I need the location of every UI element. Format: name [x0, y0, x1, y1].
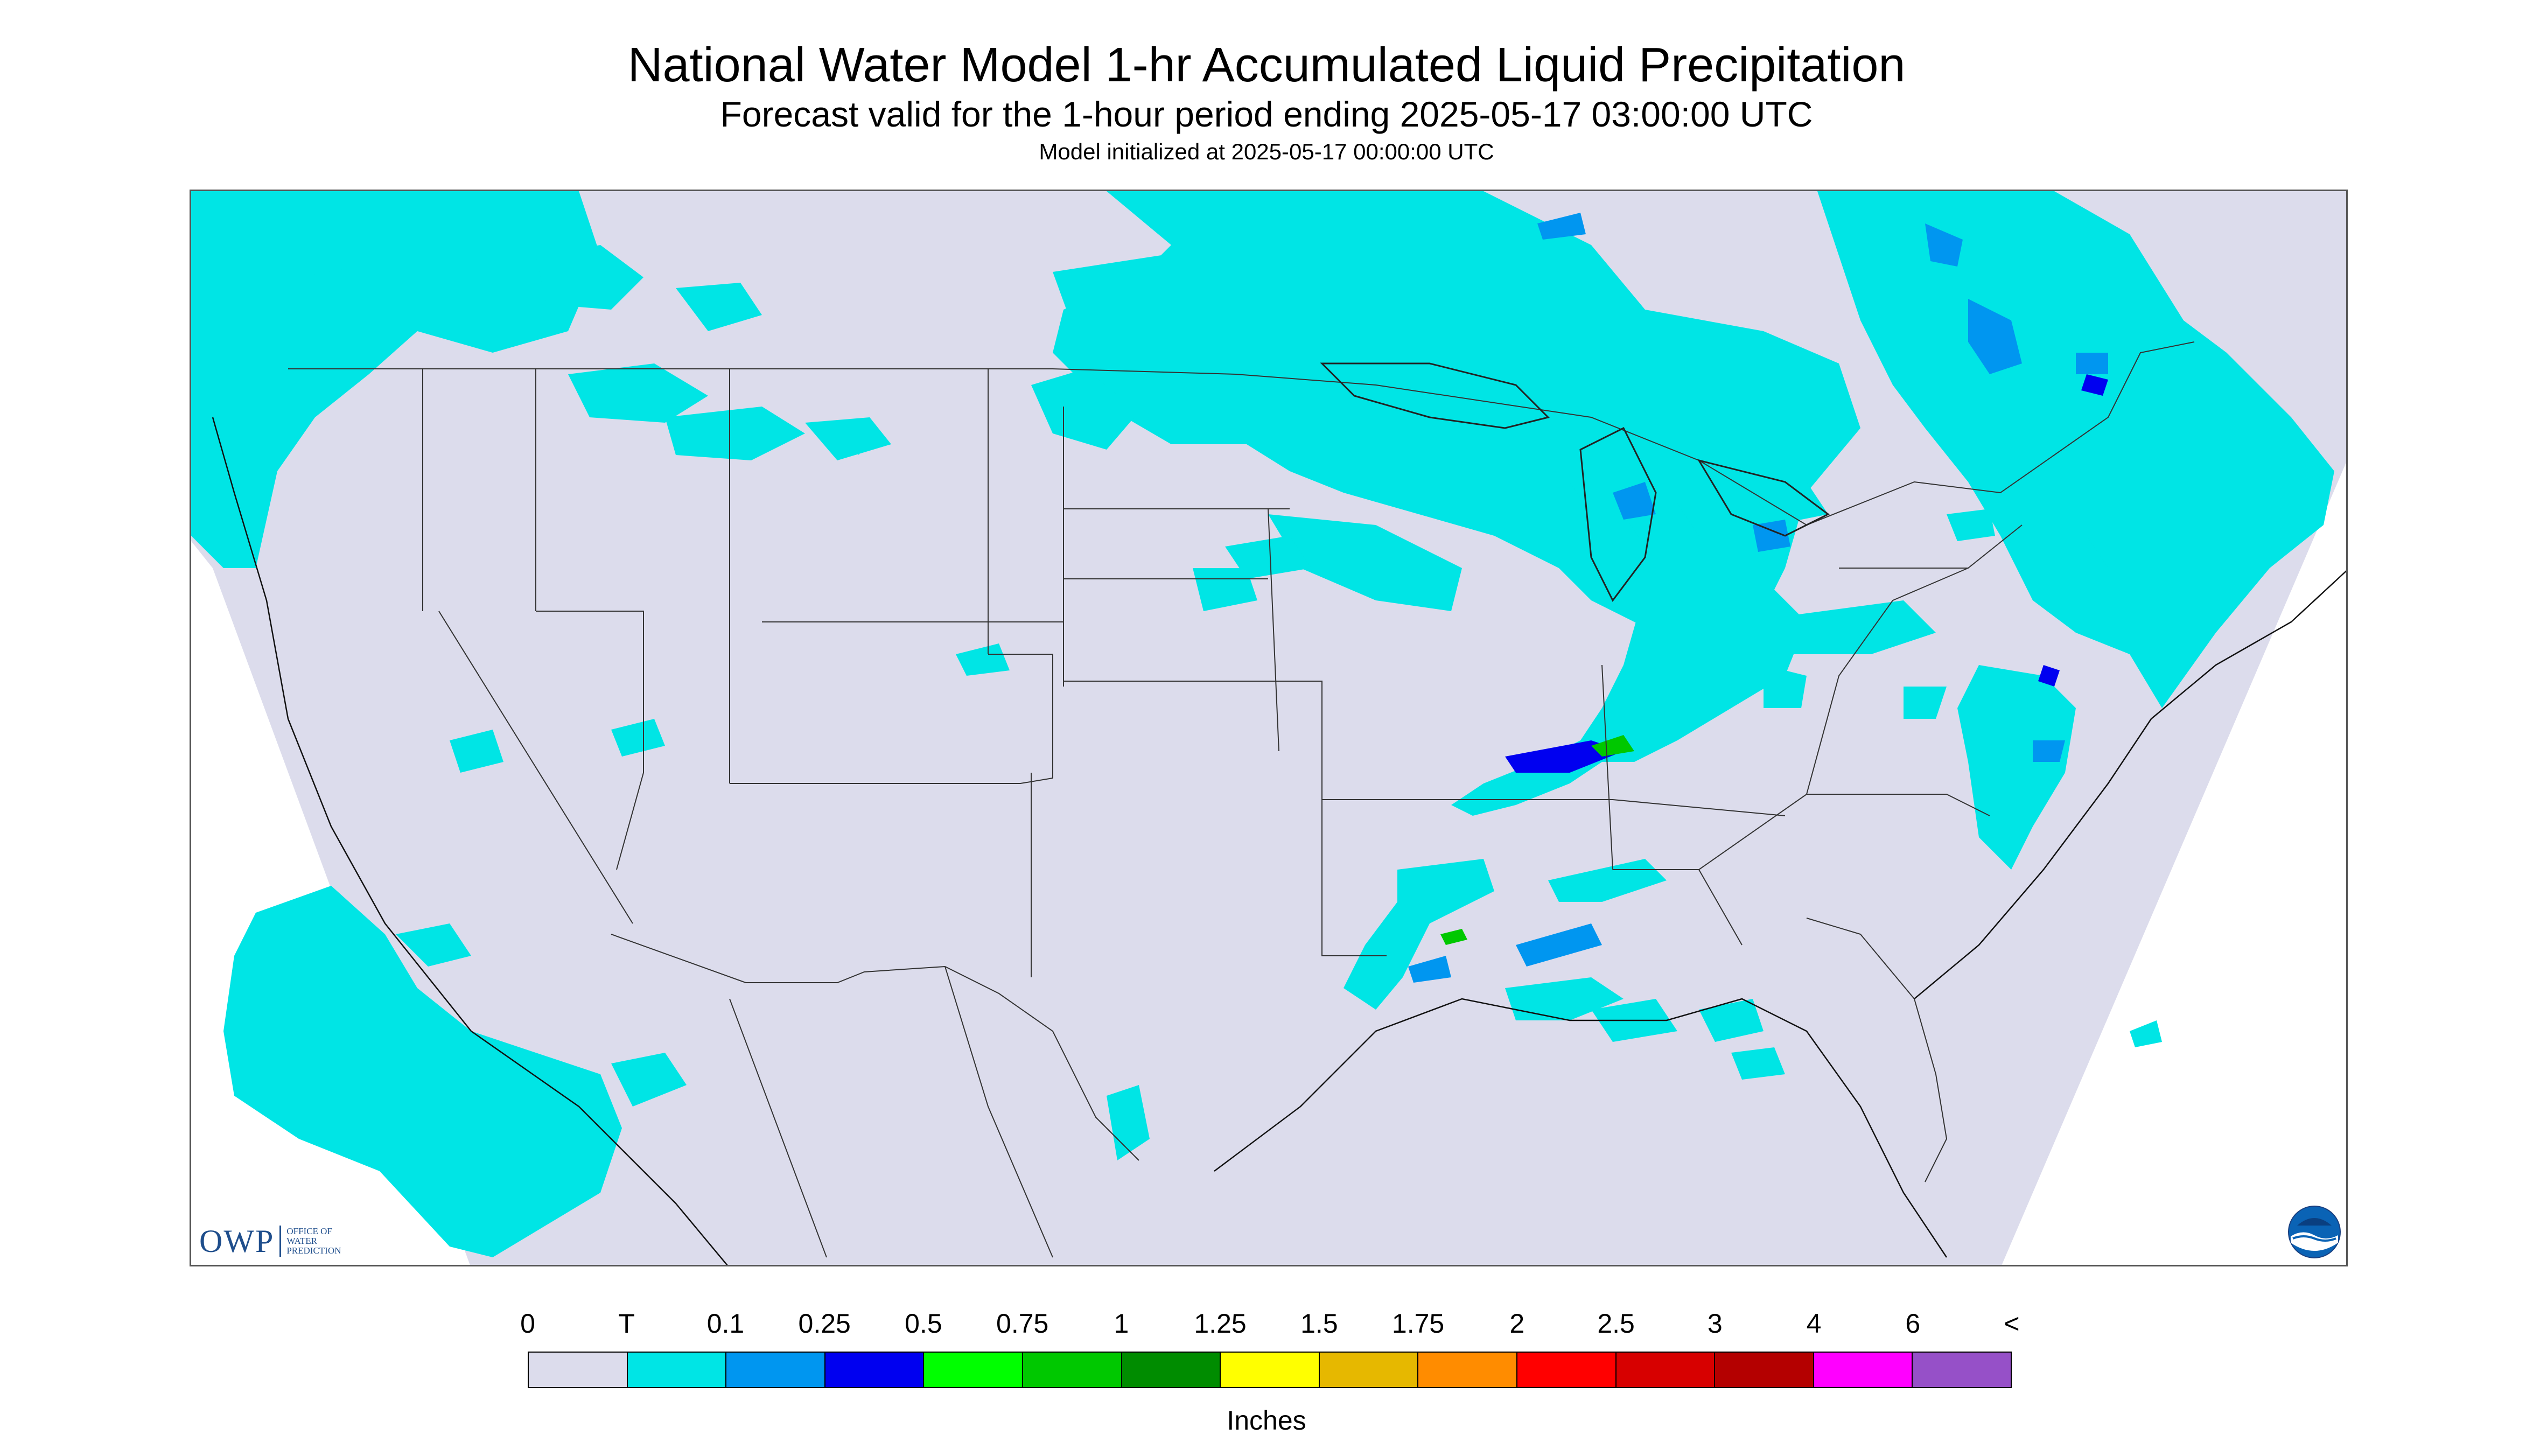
legend-swatch — [1517, 1353, 1617, 1387]
legend-swatch — [726, 1353, 825, 1387]
boundary-lines — [288, 341, 2195, 1258]
great-lakes-outline — [1320, 362, 1830, 602]
legend-label: 1.25 — [1194, 1308, 1247, 1339]
legend-label: < — [2004, 1308, 2020, 1339]
legend-label: 6 — [1905, 1308, 1921, 1339]
owp-logo: OWP OFFICE OF WATER PREDICTION — [199, 1222, 341, 1260]
map-panel — [190, 190, 2348, 1266]
legend-label: 1.75 — [1391, 1308, 1445, 1339]
legend-label: 4 — [1806, 1308, 1822, 1339]
model-init-time: Model initialized at 2025-05-17 00:00:00… — [1039, 139, 1494, 164]
legend-label: 0.75 — [996, 1308, 1049, 1339]
legend-swatch — [825, 1353, 925, 1387]
map-subtitle: Forecast valid for the 1-hour period end… — [720, 94, 1813, 134]
legend-colorbar — [528, 1352, 2012, 1388]
legend-swatch — [1023, 1353, 1122, 1387]
coastline-lines — [212, 417, 2346, 1265]
legend-swatch — [1122, 1353, 1221, 1387]
legend-swatch — [529, 1353, 628, 1387]
noaa-logo-icon — [2288, 1206, 2341, 1258]
legend-swatch — [1616, 1353, 1716, 1387]
map-title: National Water Model 1-hr Accumulated Li… — [627, 38, 1906, 92]
legend-label: 0.5 — [905, 1308, 942, 1339]
legend-swatch — [1221, 1353, 1320, 1387]
precip-light-blue-areas — [1408, 213, 2108, 983]
owp-logo-line: WATER — [286, 1236, 318, 1246]
legend-label: 0.25 — [798, 1308, 851, 1339]
precip-trace-areas — [191, 191, 2334, 1257]
legend-swatch — [924, 1353, 1023, 1387]
legend-swatch — [1319, 1353, 1419, 1387]
legend-labels: 0 T 0.1 0.25 0.5 0.75 1 1.25 1.5 1.75 2 … — [0, 1307, 2533, 1340]
legend-units: Inches — [1227, 1405, 1306, 1436]
legend-swatch — [1715, 1353, 1814, 1387]
canada-us-border — [288, 341, 2195, 526]
legend-label: 2 — [1509, 1308, 1525, 1339]
legend-swatch — [1913, 1353, 2011, 1387]
legend-swatch — [627, 1353, 727, 1387]
legend-label: 1.5 — [1300, 1308, 1338, 1339]
owp-logo-divider — [279, 1226, 282, 1257]
legend-label: 2.5 — [1597, 1308, 1635, 1339]
owp-logo-line: OFFICE OF — [286, 1226, 332, 1236]
legend-label: 0 — [520, 1308, 535, 1339]
legend-label: 3 — [1707, 1308, 1723, 1339]
owp-logo-line: PREDICTION — [286, 1245, 341, 1256]
owp-logo-subtitle: OFFICE OF WATER PREDICTION — [286, 1227, 341, 1256]
legend-label: 1 — [1114, 1308, 1129, 1339]
legend-swatch — [1814, 1353, 1913, 1387]
precipitation-map — [191, 191, 2346, 1265]
owp-logo-mark: OWP — [199, 1223, 275, 1259]
precip-green-areas — [1440, 735, 1634, 945]
legend-swatch — [1418, 1353, 1517, 1387]
legend-label: 0.1 — [706, 1308, 745, 1339]
legend-label: T — [618, 1308, 635, 1339]
